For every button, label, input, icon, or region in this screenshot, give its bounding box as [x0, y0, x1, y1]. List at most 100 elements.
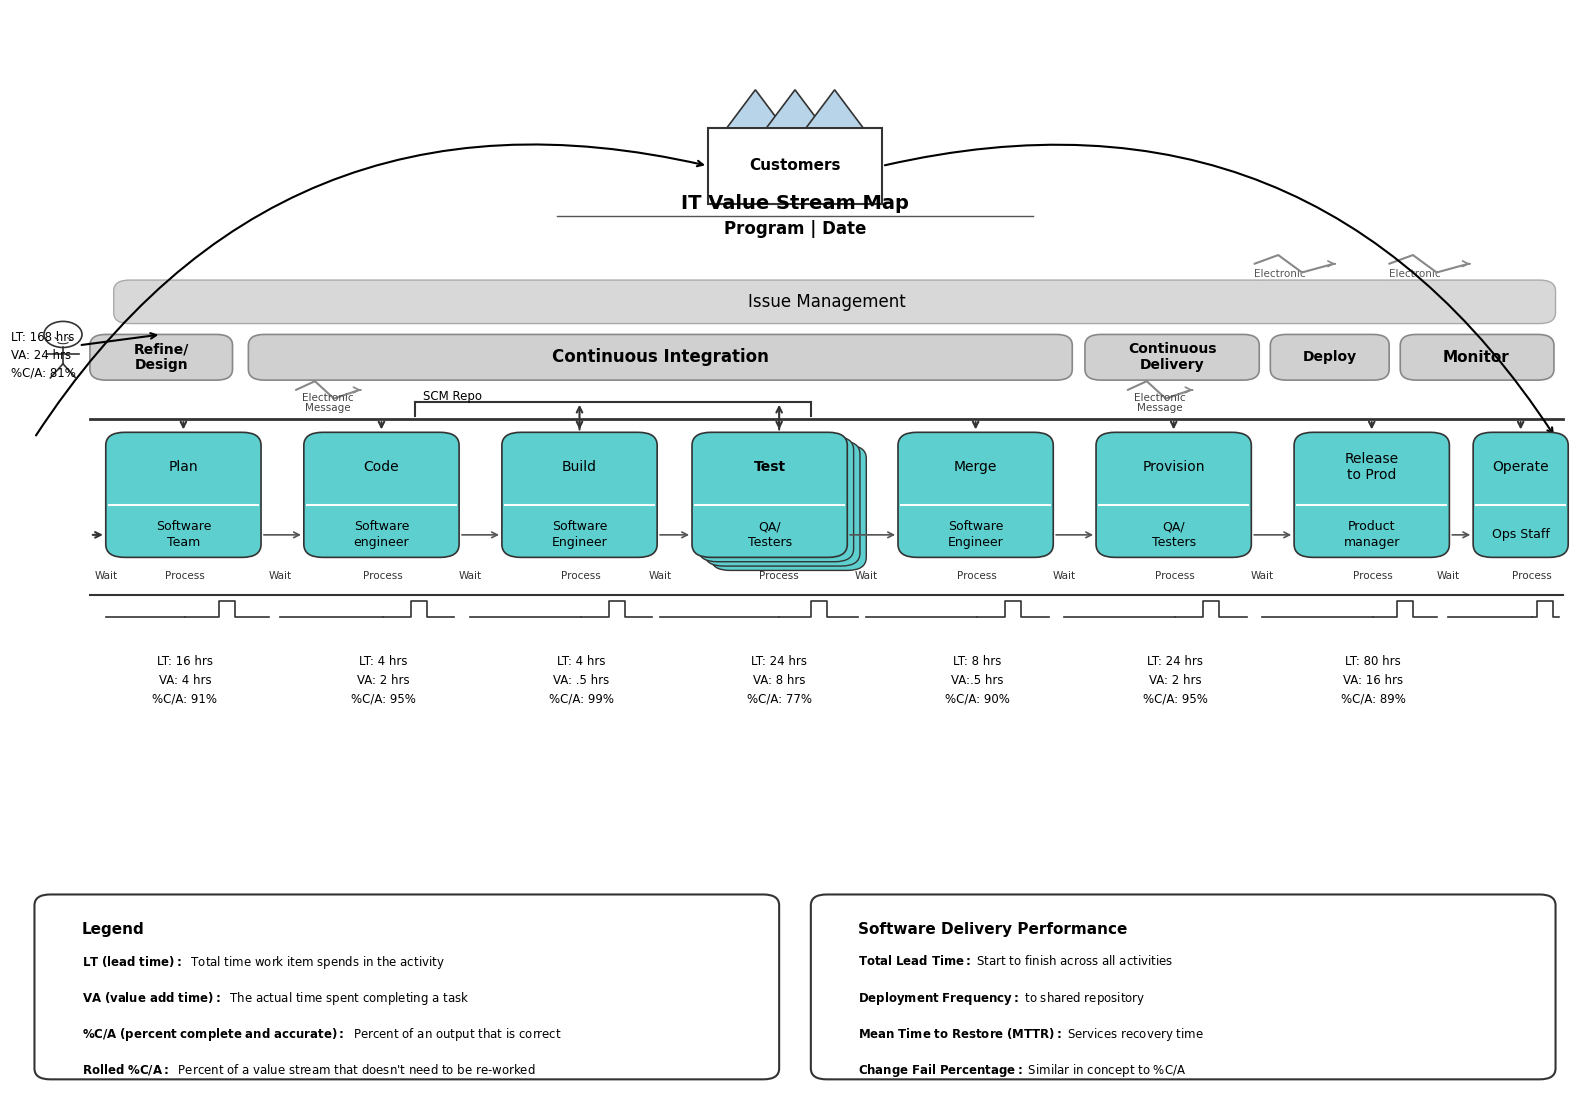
FancyBboxPatch shape	[1474, 433, 1568, 557]
Text: %C/A: 99%: %C/A: 99%	[549, 692, 614, 705]
Text: QA/
Testers: QA/ Testers	[1151, 520, 1196, 550]
FancyBboxPatch shape	[114, 280, 1555, 324]
Text: Message: Message	[1390, 280, 1434, 290]
Text: Wait: Wait	[649, 571, 673, 580]
Text: Code: Code	[364, 460, 399, 474]
Text: %C/A: 95%: %C/A: 95%	[351, 692, 415, 705]
Text: Monitor: Monitor	[1444, 350, 1509, 365]
Text: Merge: Merge	[954, 460, 997, 474]
Text: %C/A: 95%: %C/A: 95%	[1143, 692, 1208, 705]
Text: $\bf{VA\ (value\ add\ time):}$  The actual time spent completing a task: $\bf{VA\ (value\ add\ time):}$ The actua…	[83, 990, 469, 1007]
Text: Continuous
Delivery: Continuous Delivery	[1127, 342, 1216, 373]
Text: %C/A: 91%: %C/A: 91%	[153, 692, 218, 705]
Text: Software
Engineer: Software Engineer	[948, 520, 1003, 550]
Text: $\bf{Rolled\ \%C/A:}$  Percent of a value stream that doesn't need to be re-work: $\bf{Rolled\ \%C/A:}$ Percent of a value…	[83, 1062, 536, 1077]
Text: %C/A: 77%: %C/A: 77%	[747, 692, 811, 705]
Text: LT: 8 hrs: LT: 8 hrs	[952, 655, 1002, 668]
Text: VA: 2 hrs: VA: 2 hrs	[1150, 673, 1202, 686]
Text: $\bf{Mean\ Time\ to\ Restore\ (MTTR):}$ Services recovery time: $\bf{Mean\ Time\ to\ Restore\ (MTTR):}$ …	[859, 1026, 1204, 1043]
Text: Legend: Legend	[83, 921, 145, 937]
FancyBboxPatch shape	[502, 433, 657, 557]
FancyBboxPatch shape	[698, 437, 854, 562]
Text: LT: 24 hrs: LT: 24 hrs	[1148, 655, 1204, 668]
Text: Release
to Prod: Release to Prod	[1345, 453, 1399, 482]
Text: $\bf{Deployment\ Frequency:}$ to shared repository: $\bf{Deployment\ Frequency:}$ to shared …	[859, 990, 1146, 1007]
Text: Wait: Wait	[855, 571, 878, 580]
Text: Wait: Wait	[1053, 571, 1076, 580]
Text: VA: 16 hrs: VA: 16 hrs	[1344, 673, 1404, 686]
Text: Software
Engineer: Software Engineer	[552, 520, 607, 550]
FancyBboxPatch shape	[811, 894, 1555, 1080]
Text: Electronic: Electronic	[1134, 392, 1185, 403]
Text: Program | Date: Program | Date	[723, 220, 867, 238]
Text: Electronic: Electronic	[1255, 269, 1305, 279]
Text: Wait: Wait	[269, 571, 291, 580]
Text: Provision: Provision	[1143, 460, 1205, 474]
Text: $\bf{\%C/A\ (percent\ complete\ and\ accurate):}$  Percent of an output that is : $\bf{\%C/A\ (percent\ complete\ and\ acc…	[83, 1026, 561, 1043]
FancyBboxPatch shape	[1270, 334, 1390, 380]
Text: Issue Management: Issue Management	[747, 293, 906, 310]
FancyBboxPatch shape	[1084, 334, 1259, 380]
Text: LT: 80 hrs: LT: 80 hrs	[1345, 655, 1401, 668]
FancyBboxPatch shape	[1294, 433, 1450, 557]
Text: Software Delivery Performance: Software Delivery Performance	[859, 921, 1127, 937]
Bar	[708, 128, 882, 204]
Text: Customers: Customers	[749, 158, 841, 174]
Polygon shape	[806, 90, 863, 128]
Text: VA:.5 hrs: VA:.5 hrs	[951, 673, 1003, 686]
Text: Message: Message	[1255, 280, 1301, 290]
Text: LT: 16 hrs: LT: 16 hrs	[157, 655, 213, 668]
Text: QA/
Testers: QA/ Testers	[747, 520, 792, 550]
Text: Process: Process	[165, 571, 205, 580]
Text: Electronic: Electronic	[1390, 269, 1441, 279]
Text: Wait: Wait	[94, 571, 118, 580]
Text: VA: 2 hrs: VA: 2 hrs	[356, 673, 409, 686]
Text: VA: .5 hrs: VA: .5 hrs	[553, 673, 609, 686]
Polygon shape	[766, 90, 824, 128]
Text: Message: Message	[305, 402, 350, 412]
Text: Continuous Integration: Continuous Integration	[552, 349, 768, 366]
Text: Deploy: Deploy	[1302, 350, 1356, 364]
Text: Process: Process	[957, 571, 997, 580]
Text: Wait: Wait	[458, 571, 482, 580]
FancyBboxPatch shape	[898, 433, 1053, 557]
FancyBboxPatch shape	[1401, 334, 1553, 380]
Text: Test: Test	[754, 460, 785, 474]
Text: Operate: Operate	[1493, 460, 1549, 474]
FancyBboxPatch shape	[1096, 433, 1251, 557]
Text: Message: Message	[1137, 402, 1183, 412]
Text: VA: 4 hrs: VA: 4 hrs	[159, 673, 211, 686]
Text: SCM Repo: SCM Repo	[423, 390, 482, 403]
FancyBboxPatch shape	[107, 433, 261, 557]
Circle shape	[45, 321, 83, 348]
FancyBboxPatch shape	[91, 334, 232, 380]
Text: Process: Process	[363, 571, 402, 580]
Text: Plan: Plan	[169, 460, 199, 474]
Text: Build: Build	[561, 460, 596, 474]
FancyBboxPatch shape	[304, 433, 460, 557]
Text: %C/A: 90%: %C/A: 90%	[944, 692, 1010, 705]
Text: LT: 168 hrs
VA: 24 hrs
%C/A: 81%: LT: 168 hrs VA: 24 hrs %C/A: 81%	[11, 330, 76, 379]
Text: $\bf{Change\ Fail\ Percentage:}$ Similar in concept to %C/A: $\bf{Change\ Fail\ Percentage:}$ Similar…	[859, 1062, 1186, 1079]
FancyBboxPatch shape	[704, 440, 860, 566]
Text: Wait: Wait	[1436, 571, 1460, 580]
Text: %C/A: 89%: %C/A: 89%	[1340, 692, 1406, 705]
Text: $\bf{LT\ (lead\ time):}$  Total time work item spends in the activity: $\bf{LT\ (lead\ time):}$ Total time work…	[83, 954, 445, 972]
Text: LT: 4 hrs: LT: 4 hrs	[359, 655, 407, 668]
FancyBboxPatch shape	[711, 445, 867, 571]
FancyBboxPatch shape	[35, 894, 779, 1080]
Text: Process: Process	[1353, 571, 1393, 580]
FancyBboxPatch shape	[692, 433, 847, 557]
Text: Process: Process	[1512, 571, 1552, 580]
Text: IT Value Stream Map: IT Value Stream Map	[681, 195, 909, 213]
Text: VA: 8 hrs: VA: 8 hrs	[754, 673, 806, 686]
Text: Process: Process	[561, 571, 601, 580]
FancyBboxPatch shape	[248, 334, 1072, 380]
Text: Ops Staff: Ops Staff	[1491, 528, 1550, 541]
Text: Software
engineer: Software engineer	[353, 520, 409, 550]
Text: LT: 24 hrs: LT: 24 hrs	[750, 655, 808, 668]
Text: Process: Process	[760, 571, 800, 580]
Text: $\bf{Total\ Lead\ Time:}$ Start to finish across all activities: $\bf{Total\ Lead\ Time:}$ Start to finis…	[859, 954, 1173, 968]
Text: Electronic: Electronic	[302, 392, 353, 403]
Text: LT: 4 hrs: LT: 4 hrs	[556, 655, 606, 668]
